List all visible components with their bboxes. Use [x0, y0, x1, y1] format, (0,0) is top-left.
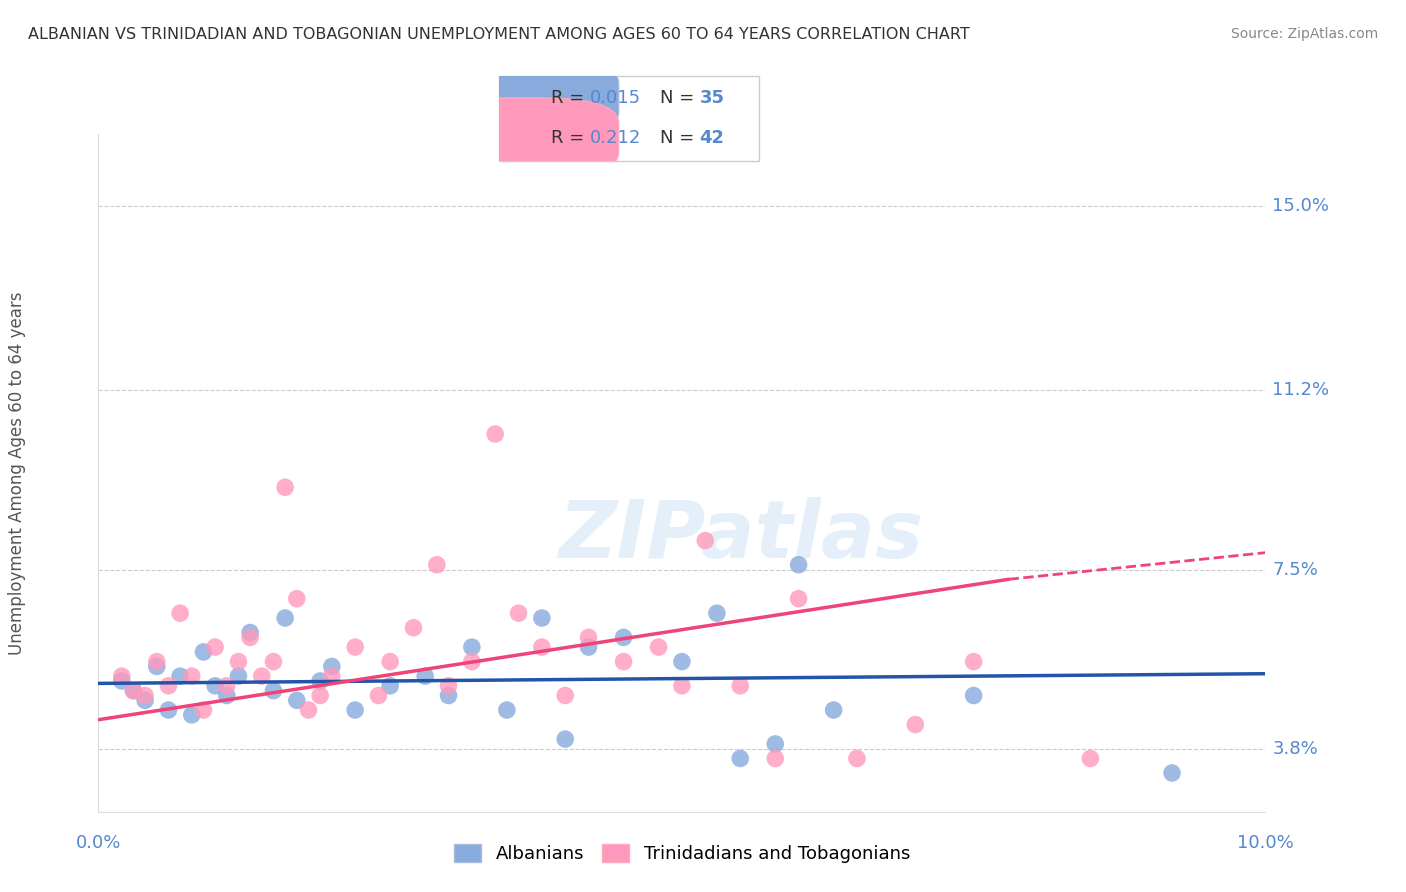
- Point: [763, 751, 786, 765]
- Point: [1161, 766, 1184, 780]
- Point: [612, 631, 634, 645]
- Point: [285, 591, 308, 606]
- Point: [321, 669, 343, 683]
- Point: [530, 640, 553, 654]
- Point: [787, 558, 810, 572]
- Point: [239, 625, 262, 640]
- Text: 0.015: 0.015: [591, 89, 641, 107]
- Point: [180, 707, 202, 722]
- Point: [671, 655, 693, 669]
- Point: [274, 611, 297, 625]
- Point: [437, 679, 460, 693]
- Point: [554, 689, 576, 703]
- Point: [647, 640, 669, 654]
- Point: [262, 655, 284, 669]
- Point: [823, 703, 845, 717]
- Point: [180, 669, 202, 683]
- Point: [122, 683, 145, 698]
- Point: [111, 673, 134, 688]
- Point: [215, 679, 238, 693]
- Point: [122, 683, 145, 698]
- Text: 0.0%: 0.0%: [76, 834, 121, 852]
- Text: Source: ZipAtlas.com: Source: ZipAtlas.com: [1230, 27, 1378, 41]
- Point: [378, 655, 402, 669]
- Point: [344, 640, 367, 654]
- Point: [508, 606, 530, 620]
- Point: [204, 679, 226, 693]
- Point: [461, 655, 484, 669]
- Legend: Albanians, Trinidadians and Tobagonians: Albanians, Trinidadians and Tobagonians: [447, 837, 917, 871]
- Text: R =: R =: [551, 128, 596, 146]
- Point: [484, 427, 506, 442]
- Point: [146, 655, 169, 669]
- Point: [426, 558, 449, 572]
- Point: [169, 669, 191, 683]
- Point: [787, 591, 810, 606]
- Text: 3.8%: 3.8%: [1272, 739, 1319, 758]
- Point: [193, 703, 215, 717]
- FancyBboxPatch shape: [429, 98, 619, 178]
- Text: 42: 42: [699, 128, 724, 146]
- Point: [1080, 751, 1102, 765]
- Text: ZIPatlas: ZIPatlas: [558, 497, 922, 574]
- Text: N =: N =: [661, 128, 700, 146]
- Text: 0.212: 0.212: [591, 128, 641, 146]
- Point: [695, 533, 717, 548]
- Point: [262, 683, 284, 698]
- Point: [204, 640, 226, 654]
- Point: [730, 679, 752, 693]
- Point: [215, 689, 238, 703]
- Text: R =: R =: [551, 89, 591, 107]
- FancyBboxPatch shape: [499, 76, 759, 161]
- Point: [554, 732, 576, 747]
- Point: [706, 606, 728, 620]
- Point: [250, 669, 273, 683]
- Point: [904, 717, 927, 731]
- Point: [612, 655, 634, 669]
- Point: [309, 673, 332, 688]
- Point: [378, 679, 402, 693]
- Point: [402, 621, 425, 635]
- Text: 15.0%: 15.0%: [1272, 197, 1330, 216]
- Point: [413, 669, 436, 683]
- Point: [157, 679, 180, 693]
- Text: 11.2%: 11.2%: [1272, 382, 1330, 400]
- Text: 10.0%: 10.0%: [1237, 834, 1294, 852]
- Point: [671, 679, 693, 693]
- Point: [367, 689, 389, 703]
- Point: [530, 611, 553, 625]
- Point: [344, 703, 367, 717]
- Point: [285, 693, 308, 707]
- Point: [437, 689, 460, 703]
- Point: [111, 669, 134, 683]
- Point: [730, 751, 752, 765]
- Point: [461, 640, 484, 654]
- Point: [962, 655, 984, 669]
- Point: [845, 751, 868, 765]
- Point: [157, 703, 180, 717]
- Point: [146, 659, 169, 673]
- Point: [495, 703, 517, 717]
- Point: [228, 655, 250, 669]
- Point: [578, 631, 600, 645]
- Text: 35: 35: [699, 89, 724, 107]
- Point: [193, 645, 215, 659]
- Point: [309, 689, 332, 703]
- Point: [228, 669, 250, 683]
- Point: [134, 689, 156, 703]
- Point: [321, 659, 343, 673]
- Point: [763, 737, 786, 751]
- Text: ALBANIAN VS TRINIDADIAN AND TOBAGONIAN UNEMPLOYMENT AMONG AGES 60 TO 64 YEARS CO: ALBANIAN VS TRINIDADIAN AND TOBAGONIAN U…: [28, 27, 970, 42]
- Text: 7.5%: 7.5%: [1272, 560, 1319, 579]
- Point: [274, 480, 297, 494]
- Point: [169, 606, 191, 620]
- Point: [297, 703, 319, 717]
- Point: [578, 640, 600, 654]
- Text: N =: N =: [661, 89, 700, 107]
- Point: [962, 689, 984, 703]
- Text: Unemployment Among Ages 60 to 64 years: Unemployment Among Ages 60 to 64 years: [8, 291, 25, 655]
- Point: [239, 631, 262, 645]
- FancyBboxPatch shape: [429, 58, 619, 137]
- Point: [134, 693, 156, 707]
